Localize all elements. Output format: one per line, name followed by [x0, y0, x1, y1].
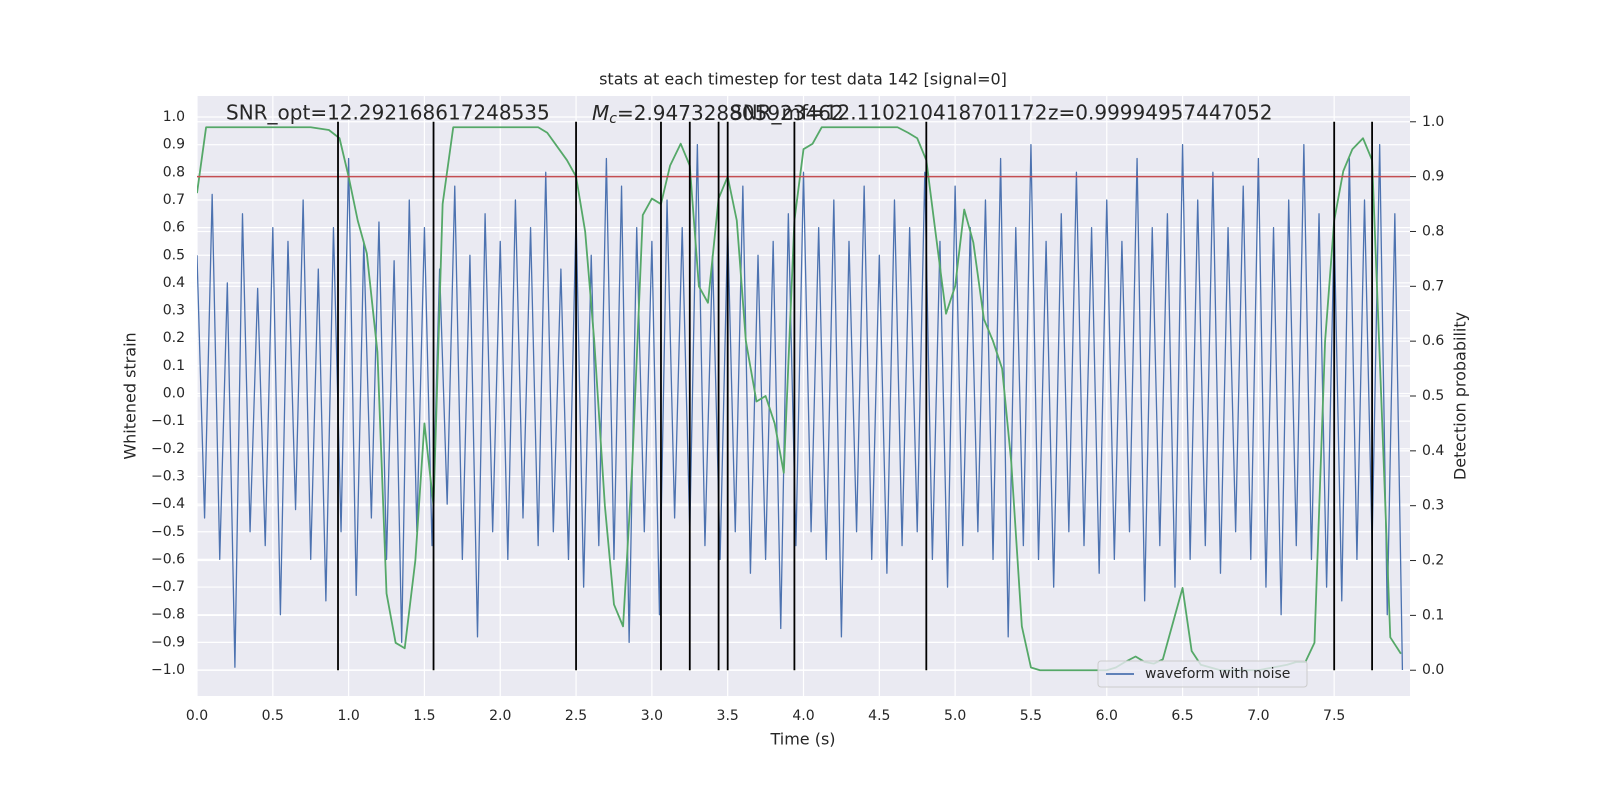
waveform-line	[197, 144, 1404, 671]
y-tick-label: −0.2	[151, 441, 185, 457]
x-tick-label: 1.0	[337, 708, 359, 724]
y2-tick-label: 0.4	[1422, 443, 1444, 459]
y-tick-label: −0.6	[151, 551, 185, 567]
y-tick-label: −0.9	[151, 634, 185, 650]
probability-line	[197, 126, 1402, 672]
y2-tick-label: 0.5	[1422, 388, 1444, 404]
y-tick-label: 0.1	[163, 358, 185, 374]
y2-tick-label: 0.8	[1422, 223, 1444, 239]
y-tick-label: −1.0	[151, 662, 185, 678]
x-tick-label: 2.0	[489, 708, 511, 724]
y-tick-label: 0.3	[163, 303, 185, 319]
y2-tick-label: 0.0	[1422, 662, 1444, 678]
y-tick-label: −0.8	[151, 607, 185, 623]
legend-label: waveform with noise	[1145, 666, 1290, 682]
annotation: Mc=2.947328805923462	[592, 101, 844, 128]
x-tick-label: 1.5	[413, 708, 435, 724]
y-tick-label: −0.5	[151, 524, 185, 540]
x-tick-label: 4.5	[868, 708, 890, 724]
y2-tick-label: 0.9	[1422, 169, 1444, 185]
y-tick-label: −0.1	[151, 413, 185, 429]
x-tick-label: 7.0	[1247, 708, 1269, 724]
y-tick-label: 0.8	[163, 164, 185, 180]
y2-tick-label: 0.7	[1422, 278, 1444, 294]
y2-tick-label: 0.6	[1422, 333, 1444, 349]
y-tick-label: 0.0	[163, 386, 185, 402]
x-tick-label: 2.5	[565, 708, 587, 724]
annotation: SNR_mf=12.110210418701172	[730, 101, 1048, 125]
x-axis-label: Time (s)	[769, 730, 835, 749]
x-tick-label: 0.5	[262, 708, 284, 724]
y2-axis-label: Detection probability	[1451, 312, 1470, 480]
y2-tick-label: 0.1	[1422, 607, 1444, 623]
y-tick-label: 0.4	[163, 275, 185, 291]
y-tick-label: 0.5	[163, 247, 185, 263]
y2-tick-label: 0.3	[1422, 498, 1444, 514]
x-tick-label: 4.0	[792, 708, 814, 724]
y-tick-label: −0.4	[151, 496, 185, 512]
y-tick-label: 0.6	[163, 220, 185, 236]
annotation-text: =2.947328805923462	[617, 101, 844, 125]
x-tick-label: 3.0	[641, 708, 663, 724]
y-tick-label: 0.9	[163, 137, 185, 153]
x-tick-label: 6.0	[1096, 708, 1118, 724]
y2-tick-label: 1.0	[1422, 114, 1444, 130]
x-tick-label: 3.5	[717, 708, 739, 724]
x-tick-label: 7.5	[1323, 708, 1345, 724]
y-axis-label: Whitened strain	[121, 332, 140, 459]
y-tick-label: −0.7	[151, 579, 185, 595]
x-tick-label: 5.5	[1020, 708, 1042, 724]
y-tick-label: 0.2	[163, 330, 185, 346]
x-tick-label: 6.5	[1171, 708, 1193, 724]
annotation-symbol: M	[592, 101, 609, 125]
annotation-subscript: c	[609, 111, 617, 127]
chart-title: stats at each timestep for test data 142…	[599, 70, 1007, 89]
y-tick-label: 0.7	[163, 192, 185, 208]
x-tick-label: 5.0	[944, 708, 966, 724]
annotation: z=0.99994957447052	[1048, 101, 1272, 125]
y-tick-label: 1.0	[163, 109, 185, 125]
y-tick-label: −0.3	[151, 468, 185, 484]
y2-tick-label: 0.2	[1422, 553, 1444, 569]
x-tick-label: 0.0	[186, 708, 208, 724]
annotation: SNR_opt=12.292168617248535	[226, 101, 550, 125]
legend-box	[1097, 660, 1308, 688]
